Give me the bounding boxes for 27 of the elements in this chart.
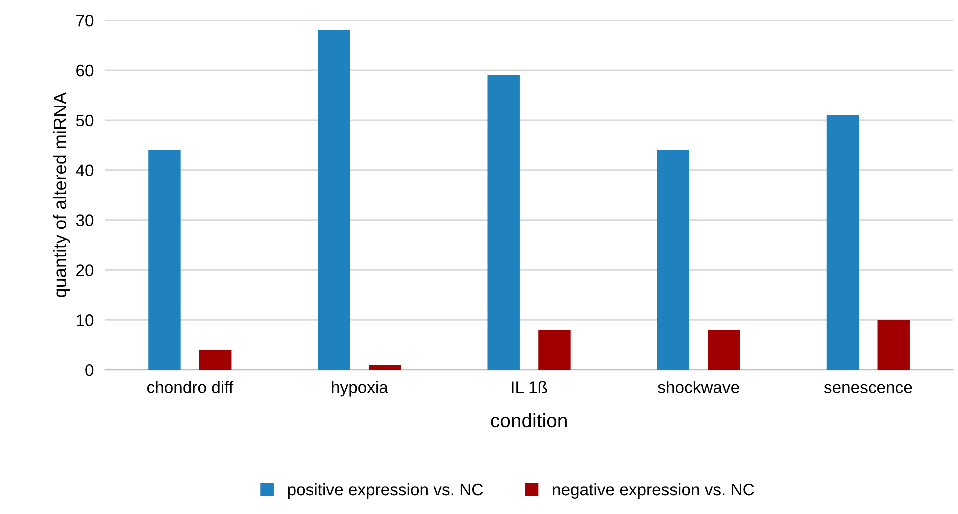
y-tick-label: 30	[76, 214, 94, 226]
x-tick-label: chondro diff	[147, 381, 234, 394]
bar	[488, 75, 520, 370]
x-tick-label: shockwave	[658, 381, 740, 394]
y-tick-label: 60	[76, 64, 94, 77]
y-tick-label: 40	[76, 164, 94, 177]
bar	[657, 150, 690, 370]
bar	[148, 150, 181, 370]
y-tick-label: 20	[76, 264, 94, 276]
bar	[369, 365, 402, 370]
x-tick-label: senescence	[824, 384, 912, 394]
x-axis-title: condition	[491, 413, 567, 428]
bar	[826, 115, 860, 370]
y-tick-label: 0	[86, 364, 94, 376]
bar	[318, 30, 350, 370]
y-tick-label: 50	[76, 114, 94, 127]
x-tick-label: IL 1ß	[512, 381, 548, 394]
bar	[538, 330, 571, 370]
y-tick-label: 10	[77, 314, 94, 326]
y-tick-label: 70	[76, 14, 94, 27]
legend-label: positive expression vs. NC	[288, 483, 484, 499]
bar	[878, 320, 910, 370]
legend-label: negative expression vs. NC	[553, 483, 754, 499]
bar	[199, 350, 232, 370]
y-axis-title: quantity of altered miRNA	[53, 92, 70, 298]
x-tick-label: hypoxia	[332, 381, 388, 397]
bar	[708, 330, 740, 370]
